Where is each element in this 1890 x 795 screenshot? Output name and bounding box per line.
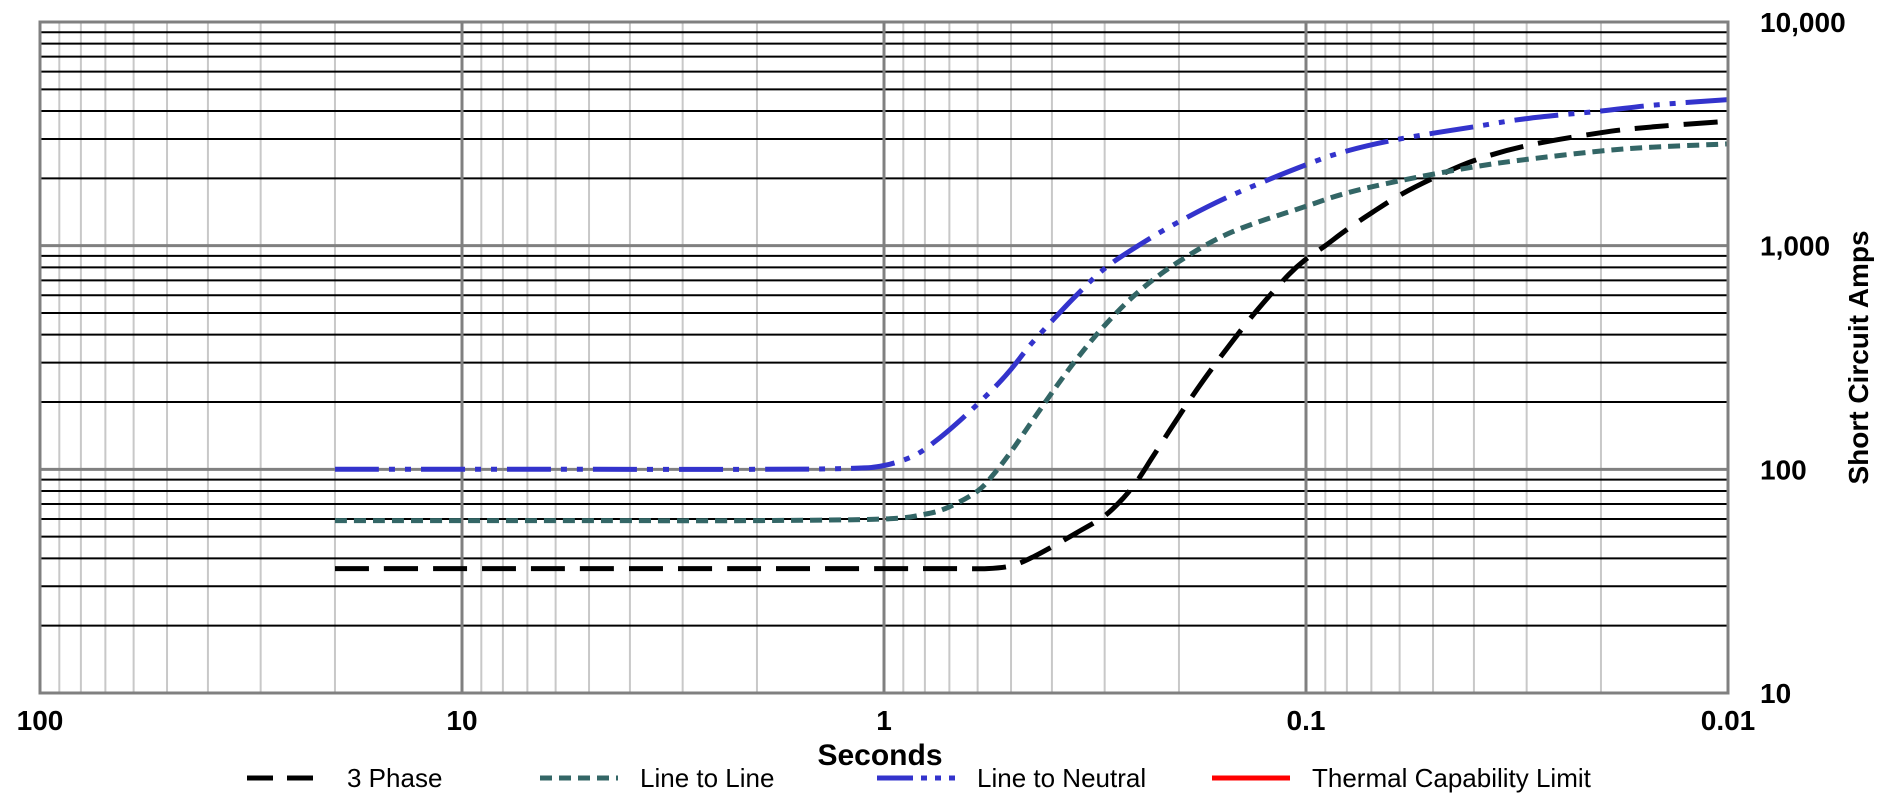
x-tick-label: 10	[446, 705, 477, 736]
legend-label: Line to Neutral	[977, 763, 1146, 793]
x-tick-labels: 100 10 1 0.1 0.01	[17, 705, 1756, 736]
x-tick-label: 0.01	[1701, 705, 1756, 736]
x-tick-label: 0.1	[1287, 705, 1326, 736]
y-tick-label: 100	[1760, 454, 1807, 485]
legend: 3 Phase Line to Line Line to Neutral Therma…	[247, 763, 1592, 793]
legend-item-line-to-line: Line to Line	[540, 763, 774, 793]
series-layer	[334, 97, 1729, 572]
series-line-line-to-line	[335, 141, 1729, 524]
x-tick-label: 100	[17, 705, 64, 736]
y-tick-label: 10,000	[1760, 7, 1846, 38]
legend-label: 3 Phase	[347, 763, 442, 793]
y-tick-label: 1,000	[1760, 231, 1830, 262]
legend-label: Thermal Capability Limit	[1312, 763, 1592, 793]
y-tick-label: 10	[1760, 678, 1791, 709]
legend-item-thermal-capability-limit: Thermal Capability Limit	[1212, 763, 1592, 793]
series-line-3-phase	[334, 118, 1729, 572]
legend-item-line-to-neutral: Line to Neutral	[877, 763, 1146, 793]
series-line-line-to-neutral	[335, 97, 1729, 472]
y-axis-title: Short Circuit Amps	[1843, 230, 1874, 484]
legend-label: Line to Line	[640, 763, 774, 793]
plot-frame	[38, 20, 1730, 695]
x-axis-title: Seconds	[817, 739, 942, 772]
x-tick-label: 1	[876, 705, 892, 736]
y-tick-labels: 10 100 1,000 10,000	[1760, 7, 1846, 709]
legend-item-3-phase: 3 Phase	[247, 763, 442, 793]
